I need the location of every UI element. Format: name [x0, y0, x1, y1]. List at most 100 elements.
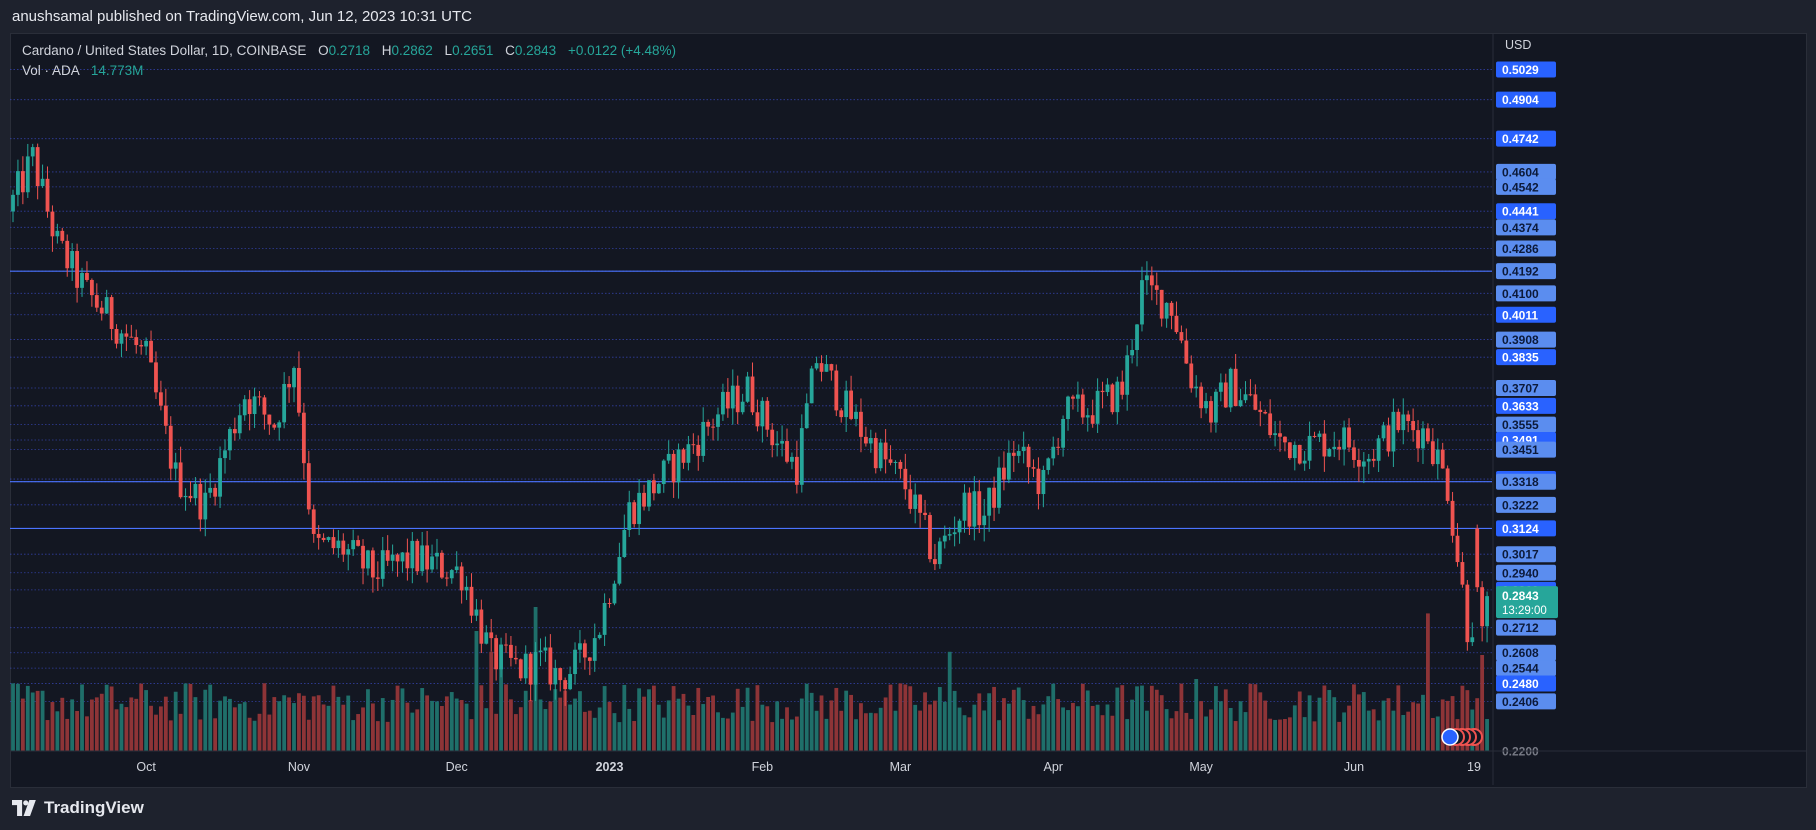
candle: [75, 243, 79, 303]
volume-bar: [819, 695, 824, 751]
candle: [1218, 373, 1223, 402]
candle-body: [464, 586, 469, 591]
volume-bar: [1085, 690, 1090, 751]
volume-bar: [297, 693, 301, 751]
volume-bar: [1307, 695, 1312, 751]
candle-body: [119, 333, 124, 344]
volume-bar: [1327, 690, 1332, 751]
volume-bar: [627, 708, 632, 751]
candle: [208, 473, 213, 498]
candle: [203, 479, 208, 537]
candle-body: [721, 391, 725, 415]
volume-bar: [893, 710, 898, 751]
candle-body: [1140, 280, 1144, 325]
candle-body: [1189, 363, 1194, 389]
candle-body: [356, 540, 360, 546]
candle: [1450, 491, 1455, 543]
candle-body: [612, 583, 617, 604]
candle: [1322, 420, 1327, 472]
candle-body: [1273, 433, 1277, 436]
candle: [1406, 410, 1411, 433]
candle: [1287, 442, 1292, 460]
candle: [893, 460, 898, 475]
legend-symbol: Cardano / United States Dollar, 1D, COIN…: [22, 43, 307, 58]
candle: [385, 535, 390, 566]
price-tick-label: 0.2712: [1502, 621, 1539, 635]
volume-bar: [361, 707, 365, 751]
volume-bar: [923, 692, 927, 751]
volume-bar: [671, 686, 676, 751]
candle-body: [1421, 428, 1425, 449]
candle-body: [114, 328, 119, 344]
candle: [430, 544, 434, 573]
candle: [193, 477, 198, 506]
volume-bar: [213, 718, 218, 751]
candle-body: [287, 383, 291, 388]
volume-bar: [538, 699, 543, 751]
volume-bar: [277, 701, 282, 751]
candle: [706, 419, 711, 436]
volume-bar: [1406, 711, 1411, 751]
volume-bar: [592, 717, 597, 751]
volume-bar: [642, 696, 646, 751]
candle-body: [1179, 332, 1184, 341]
volume-bar: [504, 684, 508, 751]
candle-body: [809, 368, 814, 404]
candle-body: [1307, 435, 1312, 461]
candle: [198, 478, 203, 532]
volume-bar: [740, 706, 745, 751]
volume-bar: [1465, 690, 1470, 751]
candle: [370, 547, 375, 593]
candle-body: [242, 399, 247, 416]
candle-body: [85, 273, 89, 280]
volume-bar: [55, 711, 60, 751]
price-level-badge: [1496, 130, 1556, 147]
candle-body: [735, 385, 740, 413]
price-level-badge: [1496, 331, 1556, 348]
candle-body: [518, 659, 523, 679]
volume-bar: [1233, 721, 1238, 751]
candle-body: [642, 492, 646, 507]
volume-bars: [11, 607, 1489, 751]
volume-bar: [193, 697, 198, 751]
candle: [444, 571, 449, 587]
candle-body: [390, 554, 395, 561]
volume-bar: [375, 721, 380, 751]
volume-bar: [282, 695, 287, 751]
candle-body: [1243, 394, 1248, 401]
candle-body: [297, 367, 301, 413]
candle-body: [558, 668, 563, 681]
candle-body: [637, 492, 642, 525]
candle: [331, 529, 336, 555]
candle-body: [70, 251, 75, 269]
candle-body: [65, 240, 70, 269]
candle: [356, 535, 360, 547]
candle: [1090, 399, 1095, 428]
candle-body: [691, 444, 696, 446]
candle-body: [647, 480, 651, 507]
candle: [85, 261, 89, 282]
volume-bar: [716, 712, 720, 751]
volume-bar: [632, 721, 637, 751]
candle-body: [1105, 384, 1110, 393]
candle-body: [20, 171, 25, 193]
candle: [656, 482, 661, 495]
candle: [1164, 302, 1169, 328]
tradingview-footer[interactable]: TradingView: [12, 798, 144, 818]
volume-bar: [203, 689, 208, 751]
price-level-badge: [1496, 619, 1556, 636]
candle-body: [247, 399, 252, 415]
candle: [267, 414, 272, 435]
candle-body: [1258, 409, 1263, 413]
candle: [272, 422, 277, 430]
candle: [780, 425, 784, 457]
candle-body: [1435, 449, 1440, 465]
candle: [390, 544, 395, 572]
legend-open-label: O: [318, 43, 329, 58]
volume-bar: [149, 705, 153, 751]
candle: [489, 618, 494, 652]
volume-bar: [745, 687, 750, 751]
volume-bar: [1396, 685, 1401, 751]
